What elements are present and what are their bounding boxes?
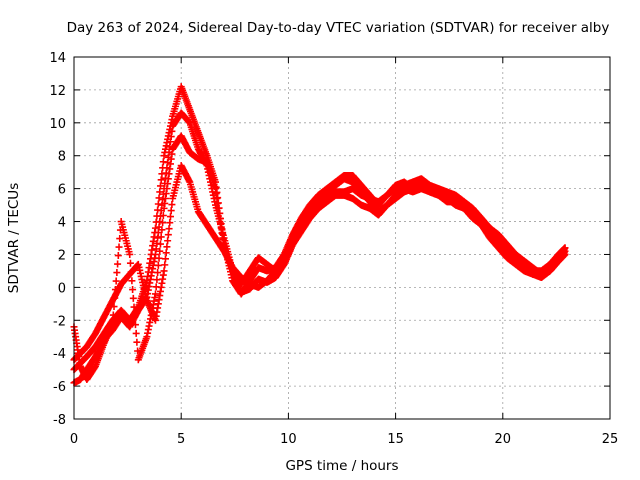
data-point bbox=[131, 321, 139, 329]
y-tick-label: 10 bbox=[49, 117, 66, 132]
data-point bbox=[161, 261, 169, 269]
data-point bbox=[130, 303, 138, 311]
data-point bbox=[113, 269, 121, 277]
data-point bbox=[156, 247, 164, 255]
data-point bbox=[163, 243, 171, 251]
y-tick-label: 2 bbox=[58, 248, 66, 263]
data-point bbox=[164, 237, 172, 245]
data-point bbox=[151, 224, 159, 232]
data-point bbox=[129, 286, 137, 294]
data-point bbox=[133, 338, 141, 346]
data-point bbox=[154, 200, 162, 208]
data-point bbox=[164, 231, 172, 239]
data-point bbox=[126, 259, 134, 267]
data-point bbox=[159, 158, 167, 166]
data-point bbox=[561, 244, 569, 252]
data-point bbox=[111, 286, 119, 294]
x-tick-label: 5 bbox=[177, 432, 185, 447]
y-tick-label: -8 bbox=[53, 413, 66, 428]
data-point bbox=[156, 240, 164, 248]
data-point bbox=[159, 219, 167, 227]
data-point bbox=[166, 213, 174, 221]
data-point bbox=[110, 303, 118, 311]
data-point bbox=[156, 188, 164, 196]
data-point bbox=[154, 261, 162, 269]
data-point bbox=[127, 268, 135, 276]
data-point bbox=[151, 290, 159, 298]
data-point bbox=[115, 243, 123, 251]
data-point bbox=[165, 225, 173, 233]
data-point bbox=[114, 260, 122, 268]
y-tick-label: 8 bbox=[58, 150, 66, 165]
y-tick-label: 0 bbox=[58, 281, 66, 296]
data-point bbox=[153, 276, 161, 284]
data-point bbox=[167, 207, 175, 215]
data-point bbox=[157, 176, 165, 184]
data-point bbox=[155, 194, 163, 202]
y-tick-label: 14 bbox=[49, 51, 66, 66]
data-point bbox=[154, 206, 162, 214]
data-point bbox=[111, 294, 119, 302]
data-point bbox=[132, 329, 140, 337]
y-tick-label: -4 bbox=[53, 347, 66, 362]
x-tick-label: 0 bbox=[70, 432, 78, 447]
x-tick-label: 25 bbox=[602, 432, 619, 447]
data-point bbox=[114, 252, 122, 260]
data-point bbox=[152, 283, 160, 291]
data-point bbox=[129, 294, 137, 302]
y-axis-label: SDTVAR / TECUs bbox=[6, 183, 22, 293]
data-point bbox=[162, 249, 170, 257]
data-point bbox=[128, 277, 136, 285]
data-point bbox=[153, 212, 161, 220]
data-points bbox=[70, 83, 569, 387]
y-tick-label: 6 bbox=[58, 183, 66, 198]
axis-ticks: 0 5 10 15 20 25 -8 -6 -4 -2 0 2 4 6 8 10 12 14 bbox=[49, 51, 618, 447]
data-point bbox=[168, 201, 176, 209]
y-tick-label: -6 bbox=[53, 380, 66, 395]
data-point bbox=[158, 226, 166, 234]
data-point bbox=[159, 212, 167, 220]
y-tick-label: 12 bbox=[49, 84, 66, 99]
y-tick-label: -2 bbox=[53, 314, 66, 329]
data-point bbox=[157, 233, 165, 241]
x-tick-label: 10 bbox=[280, 432, 297, 447]
data-point bbox=[109, 311, 117, 319]
data-point bbox=[158, 170, 166, 178]
data-point bbox=[166, 219, 174, 227]
x-tick-label: 15 bbox=[387, 432, 404, 447]
data-point bbox=[131, 312, 139, 320]
data-point bbox=[126, 250, 134, 258]
data-point bbox=[160, 267, 168, 275]
data-point bbox=[109, 320, 117, 328]
data-point bbox=[156, 182, 164, 190]
data-point bbox=[154, 269, 162, 277]
data-point bbox=[161, 255, 169, 263]
plot-frame bbox=[73, 56, 611, 420]
x-tick-label: 20 bbox=[495, 432, 512, 447]
y-tick-label: 4 bbox=[58, 216, 66, 231]
series-track-4 bbox=[70, 132, 569, 384]
data-point bbox=[155, 254, 163, 262]
data-point bbox=[152, 218, 160, 226]
chart-title: Day 263 of 2024, Sidereal Day-to-day VTE… bbox=[67, 20, 610, 36]
data-point bbox=[159, 164, 167, 172]
x-axis-label: GPS time / hours bbox=[285, 458, 398, 474]
data-point bbox=[112, 277, 120, 285]
